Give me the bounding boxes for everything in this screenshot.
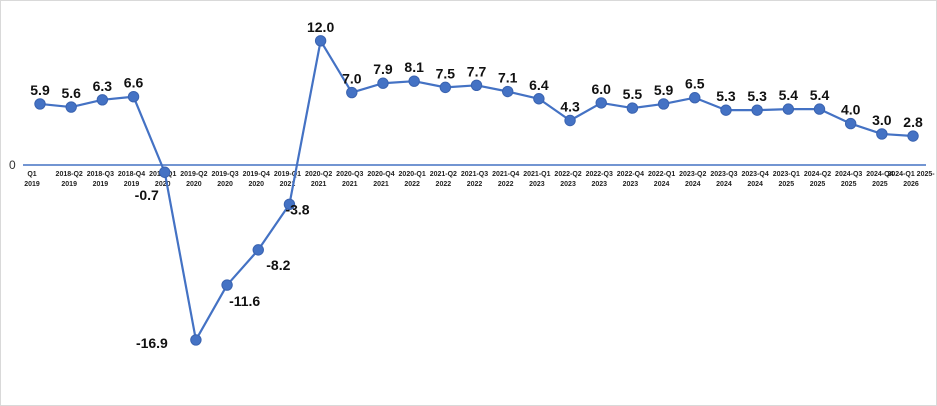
x-tick-label: 2022-Q4 2023 bbox=[617, 171, 644, 188]
x-tick-label: 2018-Q4 2019 bbox=[118, 171, 145, 188]
data-point bbox=[782, 103, 795, 115]
data-point bbox=[720, 104, 732, 116]
data-labels: 5.9 5.6 6.3 6.6 -0.7 -16.9 -11.6 -8.2 -3.8 12.0 7.… bbox=[30, 19, 923, 351]
x-tick-label: Q1 2019 bbox=[24, 171, 40, 188]
data-point bbox=[502, 85, 514, 98]
data-point bbox=[127, 90, 140, 103]
data-point bbox=[346, 86, 358, 99]
y-tick-label-zero: 0 bbox=[9, 158, 16, 172]
x-tick-label: 2019-Q3 2020 bbox=[211, 171, 238, 188]
data-point bbox=[377, 77, 389, 89]
data-label: 6.3 bbox=[93, 78, 113, 94]
data-point bbox=[907, 130, 919, 142]
data-point bbox=[283, 198, 296, 211]
data-label: 6.0 bbox=[592, 81, 612, 97]
x-tick-label: 2023-Q1 2025 bbox=[773, 171, 800, 188]
x-tick-label: 2021-Q1 2023 bbox=[523, 171, 550, 188]
data-point bbox=[159, 166, 171, 178]
data-label: 4.3 bbox=[560, 98, 580, 114]
data-point bbox=[439, 81, 452, 94]
x-tick-label: 2023-Q3 2024 bbox=[710, 171, 737, 188]
data-label: 12.0 bbox=[307, 19, 334, 35]
data-point bbox=[751, 104, 763, 116]
x-tick-label: 2018-Q3 2019 bbox=[87, 171, 114, 188]
data-point bbox=[314, 35, 327, 47]
data-label: 5.5 bbox=[623, 86, 643, 102]
data-point bbox=[96, 94, 109, 106]
data-label: 6.5 bbox=[685, 76, 705, 92]
x-tick-label: 2022-Q2 2023 bbox=[554, 171, 581, 188]
x-tick-label: 2020-Q3 2021 bbox=[336, 171, 363, 188]
data-label: -0.7 bbox=[135, 187, 159, 203]
x-tick-label: 2020-Q1 2022 bbox=[399, 171, 426, 188]
data-point bbox=[595, 97, 607, 109]
data-label: 5.3 bbox=[716, 88, 736, 104]
x-tick-label: 2019-Q2 2020 bbox=[180, 171, 207, 188]
x-tick-label: 2018-Q2 2019 bbox=[56, 171, 83, 188]
data-point bbox=[252, 244, 264, 256]
data-point bbox=[844, 117, 857, 130]
x-tick-label: 2021-Q3 2022 bbox=[461, 171, 488, 188]
x-tick-label: 2021-Q4 2022 bbox=[492, 171, 519, 188]
data-point bbox=[221, 279, 233, 291]
data-point bbox=[470, 79, 483, 92]
data-point bbox=[190, 334, 202, 346]
data-label: 2.8 bbox=[903, 114, 923, 130]
data-label: -8.2 bbox=[266, 257, 290, 273]
data-label: 7.7 bbox=[467, 63, 487, 79]
data-label: 5.9 bbox=[654, 82, 674, 98]
x-tick-label: 2021-Q2 2022 bbox=[430, 171, 457, 188]
data-point bbox=[564, 114, 576, 127]
data-label: 7.9 bbox=[373, 61, 393, 77]
data-point bbox=[65, 101, 77, 113]
data-point bbox=[626, 102, 639, 114]
x-tick-label: 2022-Q1 2024 bbox=[648, 171, 675, 188]
data-label: -11.6 bbox=[229, 293, 260, 309]
data-point bbox=[533, 93, 545, 105]
data-label: 8.1 bbox=[404, 59, 424, 75]
data-points bbox=[34, 35, 919, 346]
axis-layer: 0 bbox=[9, 158, 926, 172]
data-label: -16.9 bbox=[136, 335, 168, 351]
x-tick-label: 2023-Q4 2024 bbox=[742, 171, 769, 188]
data-label: 6.4 bbox=[529, 77, 549, 93]
x-tick-label: 2024-Q3 2025 bbox=[835, 171, 862, 188]
x-tick-label: 2022-Q3 2023 bbox=[586, 171, 613, 188]
x-tick-label: 2024-Q4 2025 bbox=[866, 171, 893, 188]
x-tick-label: 2023-Q2 2024 bbox=[679, 171, 706, 188]
data-label: 5.6 bbox=[61, 85, 81, 101]
x-tick-label: 2020-Q4 2021 bbox=[367, 171, 394, 188]
data-label: 5.4 bbox=[810, 87, 830, 103]
data-label: 3.0 bbox=[872, 112, 892, 128]
x-tick-label: 2020-Q2 2021 bbox=[305, 171, 332, 188]
data-point bbox=[813, 103, 826, 115]
data-label: 5.9 bbox=[30, 82, 50, 98]
data-label: 7.0 bbox=[342, 71, 362, 87]
data-label: 7.5 bbox=[436, 65, 456, 81]
data-point bbox=[876, 128, 888, 140]
data-label: 5.3 bbox=[747, 88, 767, 104]
data-label: -3.8 bbox=[285, 201, 309, 217]
data-label: 5.4 bbox=[779, 87, 799, 103]
data-label: 4.0 bbox=[841, 102, 861, 118]
data-label: 7.1 bbox=[498, 70, 518, 86]
data-point bbox=[408, 75, 420, 87]
data-label: 6.6 bbox=[124, 75, 144, 91]
x-tick-label: 2019-Q4 2020 bbox=[243, 171, 270, 188]
data-point bbox=[34, 98, 46, 110]
data-point bbox=[689, 92, 701, 104]
x-tick-label: 2019-Q1 2021 bbox=[274, 171, 301, 188]
data-point bbox=[657, 98, 670, 110]
x-tick-label: 2024-Q2 2025 bbox=[804, 171, 831, 188]
x-tick-label: 2024-Q1 2025-2026 bbox=[887, 171, 935, 188]
